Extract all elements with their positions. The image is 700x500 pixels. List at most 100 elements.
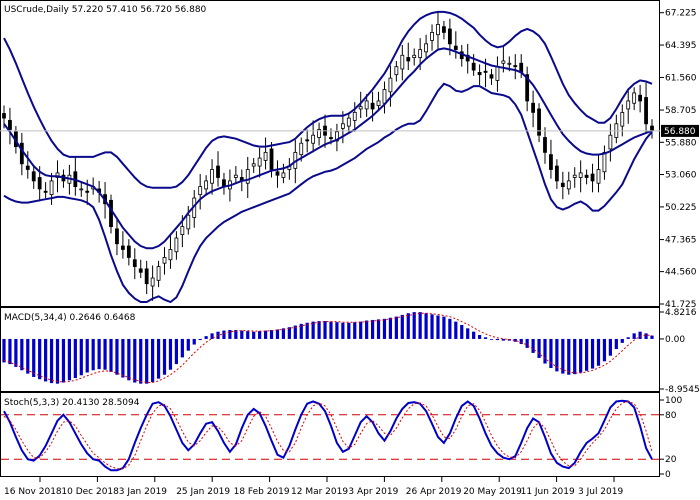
macd-bar bbox=[614, 338, 618, 350]
macd-bar bbox=[103, 338, 107, 370]
time-tick-label: 25 Jan 2019 bbox=[176, 487, 230, 497]
macd-bar bbox=[168, 338, 173, 370]
candle bbox=[263, 151, 268, 161]
candle bbox=[513, 65, 518, 68]
candle bbox=[233, 174, 238, 178]
time-tick-label: 3 Jul 2019 bbox=[578, 487, 623, 497]
macd-bar bbox=[406, 313, 410, 339]
candle bbox=[126, 245, 131, 258]
time-axis: 16 Nov 2018 10 Dec 2018 3 Jan 2019 25 Jan 2… bbox=[4, 477, 623, 497]
stoch-panel bbox=[1, 399, 659, 472]
macd-bar bbox=[269, 330, 274, 339]
candle bbox=[120, 245, 125, 250]
candle bbox=[495, 66, 500, 81]
candle bbox=[424, 43, 428, 53]
macd-bar bbox=[133, 338, 137, 383]
stoch-tick-label: 20 bbox=[665, 455, 677, 465]
candle bbox=[382, 89, 387, 104]
macd-bar bbox=[8, 338, 12, 365]
candle bbox=[335, 131, 339, 142]
candle bbox=[210, 169, 214, 184]
macd-bar bbox=[281, 328, 286, 339]
macd-bar bbox=[489, 338, 494, 340]
macd-bar bbox=[287, 327, 291, 339]
macd-bar bbox=[263, 330, 268, 339]
candle bbox=[626, 100, 631, 110]
time-tick-label: 18 Feb 2019 bbox=[234, 487, 290, 497]
macd-bar bbox=[293, 325, 297, 339]
candle bbox=[572, 174, 577, 178]
candle bbox=[245, 169, 250, 184]
stoch-axis: 100 80 20 0 bbox=[660, 396, 682, 480]
time-tick-label: 3 Jan 2019 bbox=[119, 487, 167, 497]
candle bbox=[150, 277, 155, 287]
macd-bar bbox=[412, 312, 416, 339]
candle bbox=[537, 108, 541, 136]
macd-bar bbox=[359, 321, 363, 339]
candle bbox=[430, 32, 434, 41]
macd-bar bbox=[365, 320, 369, 339]
stoch-tick-label: 100 bbox=[665, 396, 682, 406]
candle bbox=[364, 100, 369, 110]
candle bbox=[269, 148, 274, 170]
candle bbox=[19, 142, 24, 165]
current-price-label: 56.880 bbox=[664, 127, 696, 137]
macd-bar bbox=[210, 333, 214, 339]
macd-bar bbox=[61, 338, 66, 383]
stoch-tick-label: 80 bbox=[665, 411, 677, 421]
candle bbox=[299, 142, 304, 156]
price-tick-label: 58.705 bbox=[665, 106, 697, 116]
macd-bar bbox=[127, 338, 131, 381]
macd-bar bbox=[424, 313, 428, 339]
macd-axis: 4.8216 0.00 -8.9545 bbox=[660, 308, 700, 395]
candle bbox=[55, 172, 60, 178]
candle bbox=[650, 125, 654, 132]
macd-bar bbox=[121, 338, 125, 378]
candle bbox=[162, 257, 167, 264]
macd-bar bbox=[222, 330, 226, 339]
candle bbox=[251, 163, 256, 167]
candle bbox=[465, 54, 470, 62]
candle bbox=[370, 102, 375, 110]
macd-bar bbox=[477, 335, 482, 339]
time-tick-label: 10 Dec 2018 bbox=[61, 487, 119, 497]
macd-bar bbox=[567, 338, 571, 375]
candle bbox=[8, 119, 12, 130]
macd-bar bbox=[608, 338, 612, 356]
candle bbox=[340, 123, 345, 129]
macd-bar bbox=[495, 338, 500, 341]
macd-bar bbox=[579, 338, 583, 373]
bollinger-lower-line bbox=[3, 82, 653, 304]
macd-bar bbox=[192, 338, 196, 345]
macd-bar bbox=[638, 331, 642, 339]
candle bbox=[144, 268, 149, 285]
candle bbox=[346, 117, 351, 127]
macd-bar bbox=[370, 319, 375, 339]
candle bbox=[525, 74, 530, 102]
macd-bar bbox=[198, 338, 202, 341]
macd-bar bbox=[14, 338, 18, 367]
macd-bar bbox=[501, 338, 505, 341]
candle bbox=[447, 28, 452, 45]
candle bbox=[388, 77, 393, 93]
candle bbox=[275, 171, 280, 176]
macd-bar bbox=[252, 331, 256, 339]
macd-bar bbox=[430, 314, 434, 339]
price-tick-label: 47.365 bbox=[665, 236, 697, 246]
macd-bar bbox=[275, 329, 280, 339]
price-tick-label: 61.560 bbox=[665, 73, 697, 83]
macd-bar bbox=[234, 330, 238, 339]
macd-bar bbox=[2, 338, 6, 363]
candle bbox=[632, 92, 637, 104]
candle bbox=[400, 54, 405, 70]
macd-bar bbox=[376, 319, 381, 339]
macd-bar bbox=[26, 338, 30, 374]
macd-bar bbox=[85, 338, 89, 373]
macd-panel bbox=[2, 312, 654, 384]
candle bbox=[198, 186, 203, 196]
time-tick-label: 16 Nov 2018 bbox=[4, 487, 62, 497]
candle bbox=[620, 111, 625, 127]
macd-bar bbox=[353, 322, 357, 339]
candle bbox=[25, 165, 30, 170]
price-tick-label: 55.880 bbox=[665, 138, 697, 148]
